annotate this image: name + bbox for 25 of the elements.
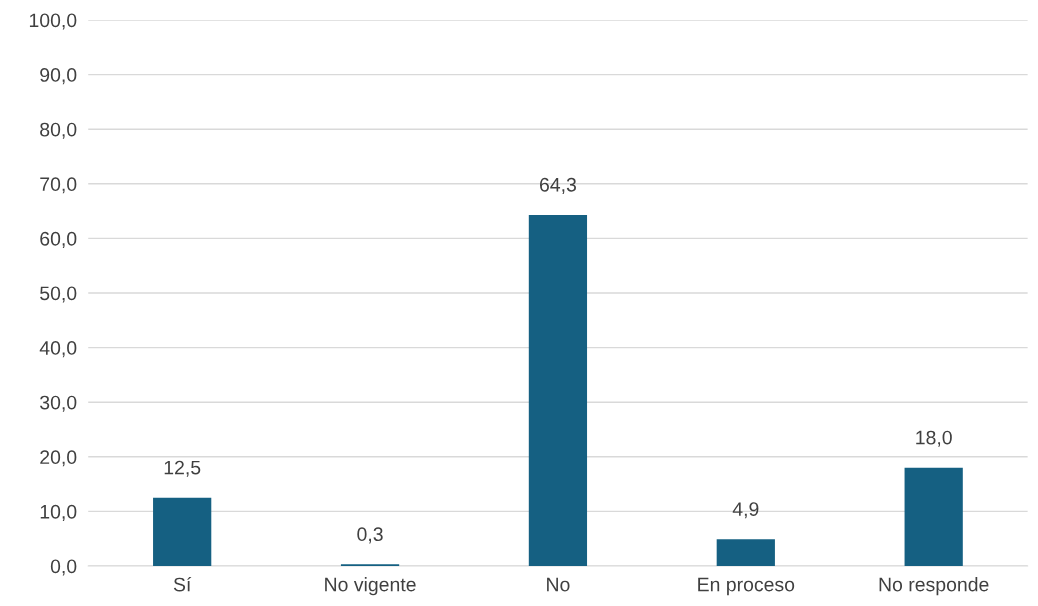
y-tick-label: 10,0 xyxy=(40,504,77,521)
data-label: 0,3 xyxy=(357,527,383,544)
y-tick-label: 90,0 xyxy=(40,68,77,85)
y-tick-label: 40,0 xyxy=(39,341,77,358)
y-tick-label: 60,0 xyxy=(40,231,77,248)
y-tick-label: 50,0 xyxy=(40,286,77,303)
x-tick-label: En proceso xyxy=(698,577,795,596)
y-tick-label: 0,0 xyxy=(50,559,77,576)
x-tick-label: No responde xyxy=(879,577,989,596)
y-tick-label: 80,0 xyxy=(40,122,77,139)
y-tick-label: 70,0 xyxy=(40,177,77,194)
x-tick-label: No xyxy=(547,577,570,592)
x-tick-label: No vigente xyxy=(325,577,416,596)
bar xyxy=(528,214,588,566)
x-tick-label: Sí xyxy=(173,576,192,592)
bar xyxy=(904,467,963,566)
bar xyxy=(716,539,775,566)
data-label: 18,0 xyxy=(916,430,952,447)
data-label: 64,3 xyxy=(539,177,576,194)
y-tick-label: 100,0 xyxy=(29,13,77,30)
y-tick-label: 20,0 xyxy=(40,450,77,467)
bar xyxy=(153,497,212,566)
y-tick-label: 30,0 xyxy=(40,395,77,412)
data-label: 4,9 xyxy=(732,502,759,519)
data-label: 12,5 xyxy=(164,460,201,477)
